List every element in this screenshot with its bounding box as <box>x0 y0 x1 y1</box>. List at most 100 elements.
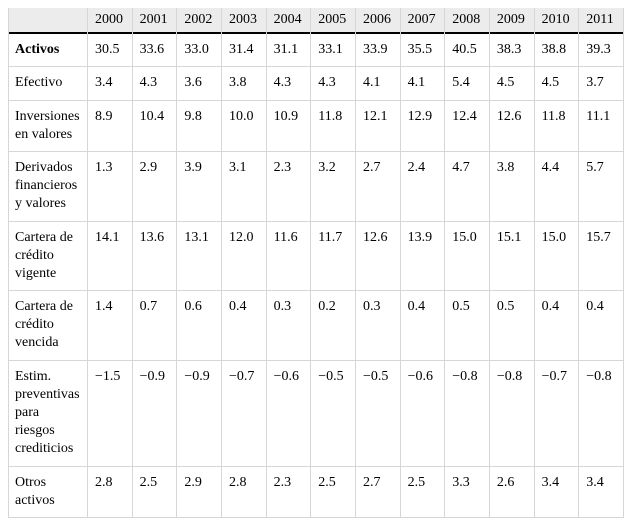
data-cell: 12.4 <box>445 100 489 152</box>
column-header-2011: 2011 <box>579 8 623 35</box>
data-cell: 3.8 <box>489 151 534 222</box>
data-cell: 0.4 <box>221 291 266 361</box>
data-cell: 1.3 <box>88 151 132 222</box>
table-row-activos: Activos 30.5 33.6 33.0 31.4 31.1 33.1 33… <box>9 34 623 68</box>
table-row-cartera-vencida: Cartera de crédito vencida 1.4 0.7 0.6 0… <box>9 291 623 361</box>
data-cell: 13.6 <box>132 221 177 292</box>
data-cell: 3.9 <box>177 151 221 222</box>
data-cell: 33.9 <box>355 34 400 68</box>
data-cell: 11.6 <box>266 221 311 292</box>
row-label: Efectivo <box>9 67 87 101</box>
data-cell: 8.9 <box>88 100 132 152</box>
column-header-2000: 2000 <box>88 8 132 35</box>
row-label: Otros activos <box>9 466 87 518</box>
table-row-otros-activos: Otros activos 2.8 2.5 2.9 2.8 2.3 2.5 2.… <box>9 466 623 518</box>
data-cell: 33.1 <box>311 34 355 68</box>
row-label: Derivados financieros y valores <box>9 151 87 222</box>
data-cell: 0.4 <box>579 291 623 361</box>
data-cell: 3.4 <box>579 466 623 518</box>
data-cell: 2.5 <box>311 466 355 518</box>
column-header-2008: 2008 <box>445 8 489 35</box>
data-cell: 15.7 <box>579 221 623 292</box>
data-cell: 11.1 <box>579 100 623 152</box>
data-cell: 2.9 <box>177 466 221 518</box>
data-cell: −0.9 <box>132 360 177 467</box>
data-cell: 13.1 <box>177 221 221 292</box>
table-row-efectivo: Efectivo 3.4 4.3 3.6 3.8 4.3 4.3 4.1 4.1… <box>9 67 623 101</box>
column-header-2007: 2007 <box>400 8 445 35</box>
data-cell: 12.0 <box>221 221 266 292</box>
data-cell: 2.8 <box>221 466 266 518</box>
data-cell: 33.6 <box>132 34 177 68</box>
row-label: Inversiones en valores <box>9 100 87 152</box>
row-label: Cartera de crédito vencida <box>9 291 87 361</box>
table-row-inversiones: Inversiones en valores 8.9 10.4 9.8 10.0… <box>9 100 623 152</box>
data-cell: 2.6 <box>489 466 534 518</box>
table-row-cartera-vigente: Cartera de crédito vigente 14.1 13.6 13.… <box>9 221 623 292</box>
data-cell: 5.7 <box>579 151 623 222</box>
column-header-2002: 2002 <box>177 8 221 35</box>
data-cell: 0.5 <box>489 291 534 361</box>
data-cell: −0.7 <box>534 360 579 467</box>
column-header-2003: 2003 <box>221 8 266 35</box>
column-header-2001: 2001 <box>132 8 177 35</box>
data-cell: 35.5 <box>400 34 445 68</box>
column-header-2005: 2005 <box>311 8 355 35</box>
data-cell: 3.7 <box>579 67 623 101</box>
data-cell: 38.8 <box>534 34 579 68</box>
data-cell: 0.6 <box>177 291 221 361</box>
data-cell: 12.9 <box>400 100 445 152</box>
data-cell: 31.1 <box>266 34 311 68</box>
data-cell: −0.5 <box>311 360 355 467</box>
data-cell: 1.4 <box>88 291 132 361</box>
data-cell: −0.8 <box>579 360 623 467</box>
row-label: Cartera de crédito vigente <box>9 221 87 292</box>
data-cell: 4.5 <box>489 67 534 101</box>
data-cell: 3.4 <box>88 67 132 101</box>
data-cell: 9.8 <box>177 100 221 152</box>
data-cell: 0.2 <box>311 291 355 361</box>
data-cell: 11.8 <box>311 100 355 152</box>
data-cell: −0.7 <box>221 360 266 467</box>
data-cell: 0.4 <box>534 291 579 361</box>
data-cell: 4.3 <box>266 67 311 101</box>
data-cell: 10.0 <box>221 100 266 152</box>
data-cell: 5.4 <box>445 67 489 101</box>
data-cell: 33.0 <box>177 34 221 68</box>
data-cell: 10.4 <box>132 100 177 152</box>
data-cell: 11.7 <box>311 221 355 292</box>
data-cell: 2.5 <box>132 466 177 518</box>
data-cell: −1.5 <box>88 360 132 467</box>
data-cell: 13.9 <box>400 221 445 292</box>
data-cell: 39.3 <box>579 34 623 68</box>
data-cell: 4.5 <box>534 67 579 101</box>
data-cell: 0.4 <box>400 291 445 361</box>
financial-table: 2000 2001 2002 2003 2004 2005 2006 2007 … <box>8 8 624 518</box>
data-cell: 14.1 <box>88 221 132 292</box>
data-cell: 2.7 <box>355 466 400 518</box>
data-cell: 4.1 <box>400 67 445 101</box>
corner-cell <box>9 8 87 35</box>
data-cell: 3.2 <box>311 151 355 222</box>
data-cell: 11.8 <box>534 100 579 152</box>
data-cell: 4.7 <box>445 151 489 222</box>
data-cell: 2.8 <box>88 466 132 518</box>
data-cell: −0.8 <box>489 360 534 467</box>
data-cell: 40.5 <box>445 34 489 68</box>
column-header-2010: 2010 <box>534 8 579 35</box>
data-cell: 3.4 <box>534 466 579 518</box>
column-header-2006: 2006 <box>355 8 400 35</box>
data-cell: 12.6 <box>489 100 534 152</box>
row-label: Estim. preventivas para riesgos creditic… <box>9 360 87 467</box>
data-cell: 3.3 <box>445 466 489 518</box>
data-cell: 0.3 <box>355 291 400 361</box>
header-row: 2000 2001 2002 2003 2004 2005 2006 2007 … <box>9 8 623 35</box>
data-cell: −0.5 <box>355 360 400 467</box>
data-cell: 2.3 <box>266 466 311 518</box>
data-cell: 0.5 <box>445 291 489 361</box>
data-cell: 4.1 <box>355 67 400 101</box>
data-cell: 15.0 <box>445 221 489 292</box>
data-cell: −0.8 <box>445 360 489 467</box>
table-row-estimaciones: Estim. preventivas para riesgos creditic… <box>9 360 623 467</box>
data-cell: 0.3 <box>266 291 311 361</box>
